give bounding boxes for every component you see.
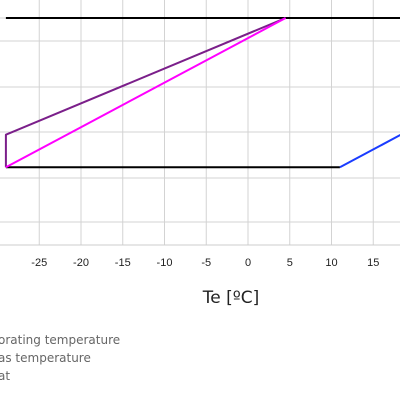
legend-item-3: at: [0, 369, 10, 383]
x-tick-labels: -25 -20 -15 -10 -5 0 5 10 15: [31, 257, 379, 269]
x-tick-label: -5: [201, 257, 211, 269]
series-line-3: [4, 17, 286, 168]
x-tick-label: 5: [287, 257, 293, 269]
x-tick-label: -20: [73, 257, 89, 269]
series-lines: [4, 17, 400, 169]
x-tick-label: -15: [115, 257, 131, 269]
grid: [0, 0, 400, 246]
legend-item-1: orating temperature: [0, 333, 120, 347]
x-tick-label: 10: [325, 257, 337, 269]
x-tick-label: 0: [245, 257, 251, 269]
legend-item-2: as temperature: [0, 351, 91, 365]
x-tick-label: 15: [367, 257, 379, 269]
series-line-5: [339, 134, 400, 169]
x-tick-label: -10: [157, 257, 173, 269]
legend: orating temperature as temperature at: [0, 333, 120, 383]
series-line-4: [5, 17, 287, 169]
x-tick-label: -25: [31, 257, 47, 269]
x-axis-title: Te [ºC]: [202, 288, 260, 308]
